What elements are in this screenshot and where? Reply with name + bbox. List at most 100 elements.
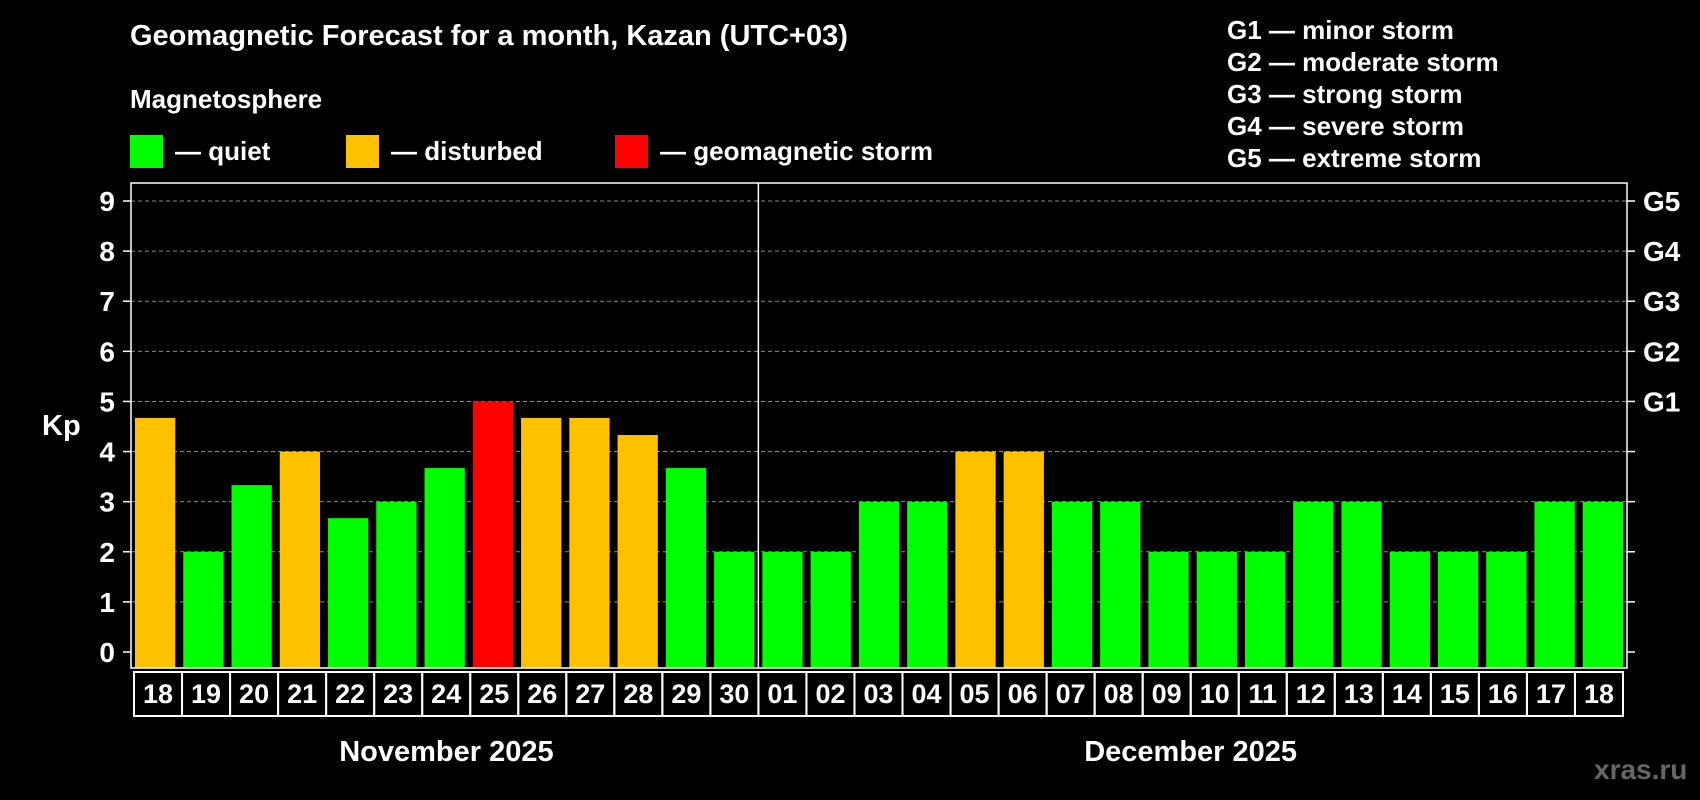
x-tick-label: 08 <box>1104 679 1134 709</box>
bar <box>472 401 514 668</box>
bar <box>617 435 658 668</box>
x-tick-label: 16 <box>1488 679 1518 709</box>
y-tick-label: 7 <box>99 286 115 317</box>
x-tick-label: 13 <box>1344 679 1374 709</box>
x-tick-label: 20 <box>239 679 269 709</box>
y-tick-label: 3 <box>99 487 115 518</box>
bar <box>1244 551 1286 668</box>
bar <box>279 451 321 668</box>
x-tick-label: 11 <box>1248 679 1277 709</box>
x-tick-label: 07 <box>1056 679 1086 709</box>
bar <box>1341 501 1382 668</box>
g-scale-item: G1 — minor storm <box>1227 15 1454 45</box>
bar <box>1534 501 1575 668</box>
x-tick-label: 19 <box>191 679 221 709</box>
bar <box>714 551 755 668</box>
bar <box>1293 501 1334 668</box>
x-tick-label: 23 <box>383 679 413 709</box>
x-tick-label: 18 <box>1584 679 1614 709</box>
bar <box>376 501 417 668</box>
g-level-label: G3 <box>1643 286 1680 317</box>
legend-swatch-quiet <box>130 134 163 168</box>
y-tick-label: 5 <box>99 386 115 417</box>
bar <box>665 468 707 668</box>
x-tick-label: 15 <box>1440 679 1470 709</box>
y-axis-label: Kp <box>42 410 81 442</box>
bar <box>1051 501 1093 668</box>
x-tick-label: 05 <box>960 679 990 709</box>
x-tick-label: 29 <box>671 679 701 709</box>
bar <box>328 518 369 668</box>
legend-item-disturbed: — disturbed <box>346 134 543 168</box>
g-scale-item: G3 — strong storm <box>1227 79 1463 109</box>
date-cell <box>1573 671 1625 717</box>
legend-item-quiet: — quiet <box>130 134 270 168</box>
y-tick-label: 9 <box>99 186 115 217</box>
bar <box>955 451 996 668</box>
bar <box>1196 551 1237 668</box>
g-scale-legend: G1 — minor storm G2 — moderate storm G3 … <box>1227 14 1499 174</box>
x-tick-label: 02 <box>815 679 845 709</box>
legend-swatch-disturbed <box>346 134 379 168</box>
bar <box>1389 551 1430 668</box>
legend-item-storm: — geomagnetic storm <box>615 134 933 168</box>
month-label-december: December 2025 <box>1084 736 1298 768</box>
x-tick-label: 01 <box>767 679 797 709</box>
y-tick-label: 1 <box>99 587 115 618</box>
legend-swatch-storm <box>615 134 648 168</box>
g-level-label: G1 <box>1643 386 1680 417</box>
plot-frame <box>130 182 1628 669</box>
g-scale-item: G5 — extreme storm <box>1227 143 1482 173</box>
bar <box>1582 501 1623 668</box>
x-tick-label: 09 <box>1152 679 1182 709</box>
bar <box>569 417 610 668</box>
bar <box>907 501 948 668</box>
watermark: xras.ru <box>1594 754 1688 785</box>
bar <box>810 551 851 668</box>
x-tick-label: 26 <box>527 679 557 709</box>
y-tick-label: 8 <box>99 236 115 267</box>
legend-label-storm: — geomagnetic storm <box>660 135 934 166</box>
bar <box>521 417 562 668</box>
g-scale-item: G4 — severe storm <box>1227 111 1465 141</box>
bar <box>1100 501 1141 668</box>
x-tick-label: 27 <box>575 679 605 709</box>
chart-title: Geomagnetic Forecast for a month, Kazan … <box>130 20 848 52</box>
x-tick-label: 22 <box>335 679 365 709</box>
y-tick-label: 0 <box>99 637 115 668</box>
x-tick-label: 12 <box>1296 679 1326 709</box>
y-tick-label: 4 <box>99 437 115 468</box>
legend-heading: Magnetosphere <box>130 84 323 114</box>
bar <box>1437 551 1479 668</box>
x-tick-label: 04 <box>912 679 942 709</box>
bar <box>231 485 272 668</box>
bar <box>1486 551 1527 668</box>
x-tick-label: 06 <box>1008 679 1038 709</box>
x-tick-label: 24 <box>431 679 461 709</box>
y-tick-label: 2 <box>99 537 115 568</box>
x-tick-label: 03 <box>863 679 893 709</box>
x-tick-label: 10 <box>1200 679 1230 709</box>
x-tick-label: 28 <box>623 679 653 709</box>
bar <box>762 551 803 668</box>
g-level-label: G2 <box>1643 336 1680 367</box>
g-level-label: G4 <box>1643 236 1681 267</box>
bar <box>1148 551 1189 668</box>
g-level-label: G5 <box>1643 186 1680 217</box>
bar <box>858 501 900 668</box>
y-tick-label: 6 <box>99 336 115 367</box>
x-tick-label: 25 <box>479 679 509 709</box>
bar <box>424 468 465 668</box>
bar <box>183 551 224 668</box>
x-tick-label: 21 <box>287 679 317 709</box>
g-scale-item: G2 — moderate storm <box>1227 47 1499 77</box>
legend-label-disturbed: — disturbed <box>391 135 543 166</box>
x-tick-label: 14 <box>1392 679 1422 709</box>
x-tick-label: 30 <box>719 679 749 709</box>
month-label-november: November 2025 <box>339 736 554 768</box>
bar <box>1003 451 1044 668</box>
x-tick-label: 17 <box>1536 679 1566 709</box>
bar <box>135 417 176 668</box>
x-tick-label: 18 <box>143 679 173 709</box>
